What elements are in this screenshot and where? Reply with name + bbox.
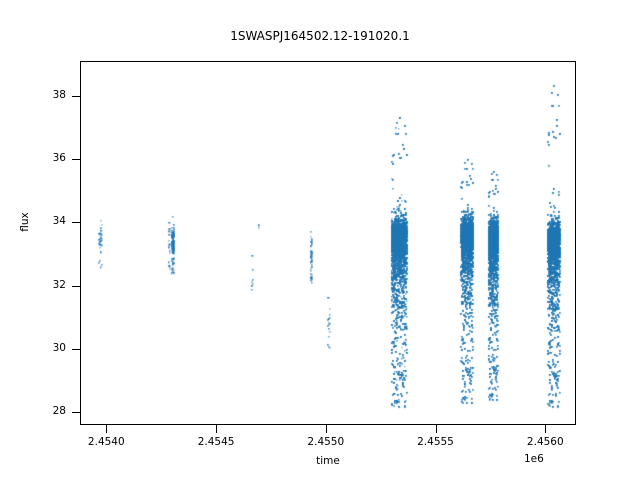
y-axis-label: flux — [19, 212, 31, 232]
y-tick-mark — [72, 95, 80, 97]
x-tick-mark — [325, 425, 327, 433]
x-tick-mark — [545, 425, 547, 433]
y-tick-label: 32 — [52, 278, 66, 291]
x-tick-mark — [435, 425, 437, 433]
chart-title: 1SWASPJ164502.12-191020.1 — [230, 29, 410, 43]
x-tick-mark — [216, 425, 218, 433]
y-tick-label: 30 — [52, 342, 66, 354]
y-tick-mark — [72, 285, 80, 287]
x-axis-label: time — [316, 455, 340, 467]
y-tick-label: 36 — [52, 152, 66, 165]
y-tick-mark — [72, 412, 80, 414]
x-tick-mark — [106, 425, 108, 433]
y-tick-label: 38 — [52, 88, 66, 101]
x-axis-offset-label: 1e6 — [524, 453, 544, 465]
x-tick-label: 2.4550 — [307, 436, 345, 448]
y-tick-mark — [72, 222, 80, 224]
scatter-points — [81, 62, 575, 424]
x-tick-label: 2.4540 — [87, 436, 125, 448]
y-tick-mark — [72, 349, 80, 350]
x-tick-label: 2.4555 — [417, 436, 454, 448]
y-tick-mark — [72, 159, 80, 161]
x-tick-label: 2.4560 — [526, 436, 564, 448]
plot-area — [80, 61, 576, 425]
y-tick-label: 28 — [52, 405, 66, 418]
y-tick-label: 34 — [52, 215, 66, 228]
x-tick-label: 2.4545 — [197, 436, 235, 448]
